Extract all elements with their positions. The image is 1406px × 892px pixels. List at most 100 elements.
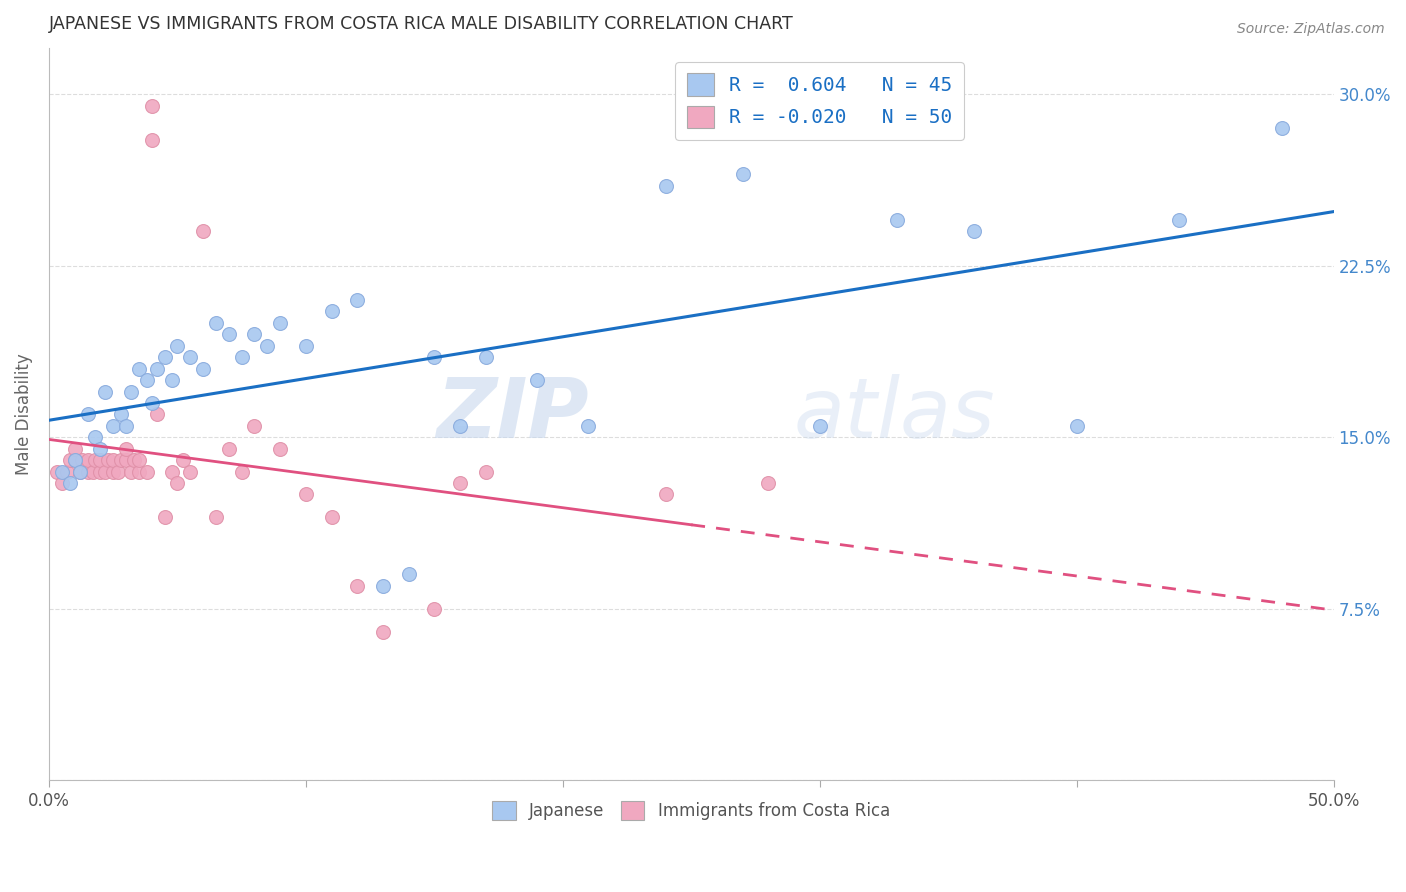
Point — [295, 487, 318, 501]
Point — [146, 361, 169, 376]
Point — [205, 316, 228, 330]
Point — [231, 465, 253, 479]
Point — [153, 350, 176, 364]
Point — [449, 475, 471, 490]
Point — [51, 475, 73, 490]
Point — [231, 350, 253, 364]
Point — [120, 384, 142, 399]
Point — [141, 133, 163, 147]
Point — [162, 373, 184, 387]
Point — [110, 408, 132, 422]
Point — [179, 465, 201, 479]
Point — [526, 373, 548, 387]
Point — [474, 350, 496, 364]
Point — [321, 510, 343, 524]
Point — [63, 453, 86, 467]
Point — [423, 601, 446, 615]
Point — [120, 465, 142, 479]
Point — [97, 453, 120, 467]
Point — [243, 327, 266, 342]
Point — [84, 430, 107, 444]
Point — [56, 465, 79, 479]
Point — [94, 384, 117, 399]
Point — [51, 465, 73, 479]
Point — [166, 475, 188, 490]
Point — [115, 418, 138, 433]
Point — [76, 465, 98, 479]
Point — [166, 339, 188, 353]
Point — [371, 624, 394, 639]
Point — [295, 339, 318, 353]
Point — [122, 453, 145, 467]
Text: Source: ZipAtlas.com: Source: ZipAtlas.com — [1237, 22, 1385, 37]
Point — [321, 304, 343, 318]
Point — [371, 579, 394, 593]
Point — [1168, 213, 1191, 227]
Point — [256, 339, 278, 353]
Point — [89, 453, 111, 467]
Text: JAPANESE VS IMMIGRANTS FROM COSTA RICA MALE DISABILITY CORRELATION CHART: JAPANESE VS IMMIGRANTS FROM COSTA RICA M… — [49, 15, 794, 33]
Point — [886, 213, 908, 227]
Point — [72, 453, 94, 467]
Point — [731, 167, 754, 181]
Point — [89, 442, 111, 456]
Point — [218, 442, 240, 456]
Point — [269, 316, 291, 330]
Point — [218, 327, 240, 342]
Legend: Japanese, Immigrants from Costa Rica: Japanese, Immigrants from Costa Rica — [485, 794, 897, 827]
Point — [243, 418, 266, 433]
Point — [58, 475, 80, 490]
Point — [153, 510, 176, 524]
Point — [963, 224, 986, 238]
Point — [94, 465, 117, 479]
Point — [205, 510, 228, 524]
Text: atlas: atlas — [794, 374, 995, 455]
Point — [346, 579, 368, 593]
Point — [107, 465, 129, 479]
Point — [146, 408, 169, 422]
Point — [398, 567, 420, 582]
Y-axis label: Male Disability: Male Disability — [15, 353, 32, 475]
Point — [423, 350, 446, 364]
Point — [45, 465, 67, 479]
Point — [103, 418, 125, 433]
Point — [162, 465, 184, 479]
Point — [135, 373, 157, 387]
Point — [449, 418, 471, 433]
Point — [654, 487, 676, 501]
Point — [69, 465, 91, 479]
Point — [128, 361, 150, 376]
Point — [191, 224, 214, 238]
Point — [141, 396, 163, 410]
Point — [1066, 418, 1088, 433]
Point — [89, 465, 111, 479]
Text: ZIP: ZIP — [436, 374, 589, 455]
Point — [63, 442, 86, 456]
Point — [115, 442, 138, 456]
Point — [654, 178, 676, 193]
Point — [578, 418, 600, 433]
Point — [1271, 121, 1294, 136]
Point — [172, 453, 194, 467]
Point — [82, 465, 104, 479]
Point — [141, 98, 163, 112]
Point — [474, 465, 496, 479]
Point — [103, 453, 125, 467]
Point — [115, 453, 138, 467]
Point — [63, 453, 86, 467]
Point — [58, 453, 80, 467]
Point — [103, 465, 125, 479]
Point — [756, 475, 779, 490]
Point — [76, 408, 98, 422]
Point — [128, 453, 150, 467]
Point — [808, 418, 831, 433]
Point — [84, 453, 107, 467]
Point — [128, 465, 150, 479]
Point — [269, 442, 291, 456]
Point — [191, 361, 214, 376]
Point — [179, 350, 201, 364]
Point — [110, 453, 132, 467]
Point — [69, 465, 91, 479]
Point — [135, 465, 157, 479]
Point — [346, 293, 368, 307]
